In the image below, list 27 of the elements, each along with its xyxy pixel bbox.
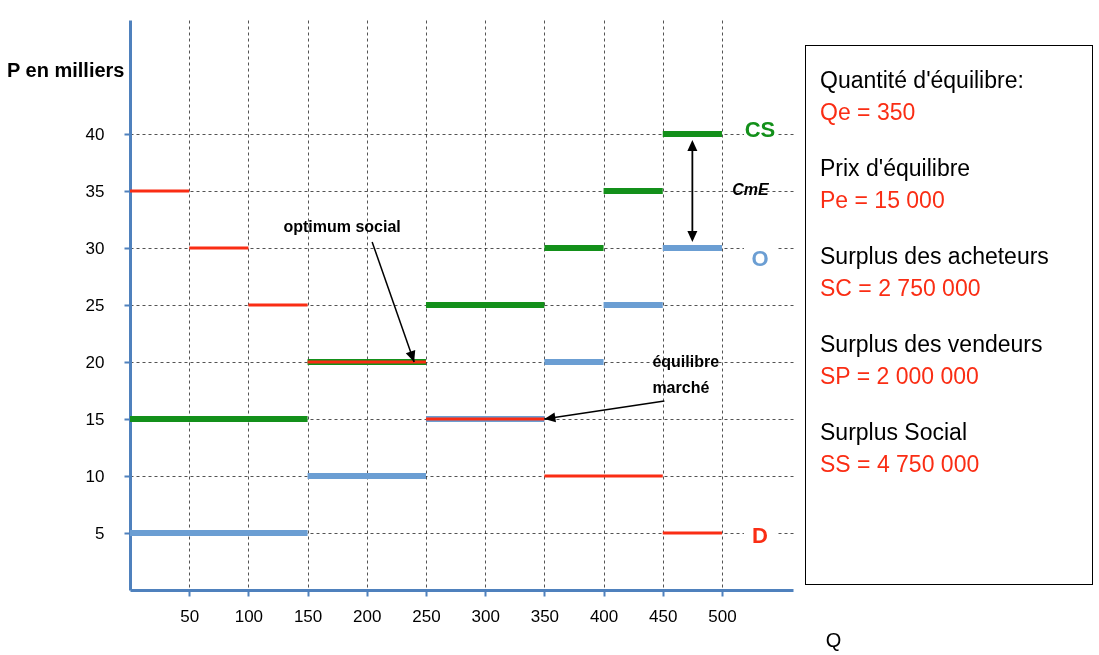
annotation: optimum social bbox=[283, 218, 401, 236]
y-tick-label: 5 bbox=[95, 523, 105, 543]
info-box: Quantité d'équilibre: Qe = 350 Prix d'équilibre Pe = 15 000 Surplus des acheteurs SC = 2 750 000 Surplus des vendeurs SP = 2 000 000 Surplus Social SS = 4 750 000 bbox=[805, 45, 1093, 585]
y-tick-label: 10 bbox=[85, 466, 105, 486]
y-tick-label: 25 bbox=[85, 295, 105, 315]
x-tick-label: 50 bbox=[180, 606, 200, 626]
y-tick-label: 15 bbox=[85, 409, 105, 429]
series-label: D bbox=[752, 522, 768, 548]
x-tick-label: 300 bbox=[471, 606, 500, 626]
annotation: équilibre marché bbox=[652, 353, 720, 397]
series-label: O bbox=[751, 245, 769, 271]
y-tick-label: 20 bbox=[85, 352, 105, 372]
series-label: CS bbox=[744, 116, 776, 142]
x-axis-title: Q bbox=[825, 628, 842, 651]
x-tick-label: 400 bbox=[589, 606, 619, 626]
y-tick-label: 40 bbox=[85, 124, 105, 144]
x-tick-label: 500 bbox=[708, 606, 737, 626]
x-tick-label: 150 bbox=[293, 606, 323, 626]
y-tick-label: 35 bbox=[85, 181, 105, 201]
x-tick-label: 100 bbox=[234, 606, 264, 626]
y-tick-label: 30 bbox=[85, 238, 105, 258]
x-tick-label: 350 bbox=[530, 606, 560, 626]
x-tick-label: 250 bbox=[412, 606, 441, 626]
x-tick-label: 200 bbox=[353, 606, 382, 626]
annotation: CmE bbox=[732, 181, 770, 199]
y-axis-title: P en milliers bbox=[7, 58, 125, 81]
x-tick-label: 450 bbox=[649, 606, 678, 626]
